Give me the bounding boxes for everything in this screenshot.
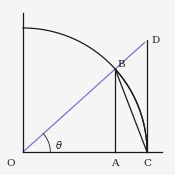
Text: $\theta$: $\theta$ [55,139,63,152]
Text: O: O [6,159,15,168]
Text: B: B [118,60,125,69]
Text: C: C [143,159,151,168]
Text: D: D [152,36,160,45]
Text: A: A [111,159,119,168]
